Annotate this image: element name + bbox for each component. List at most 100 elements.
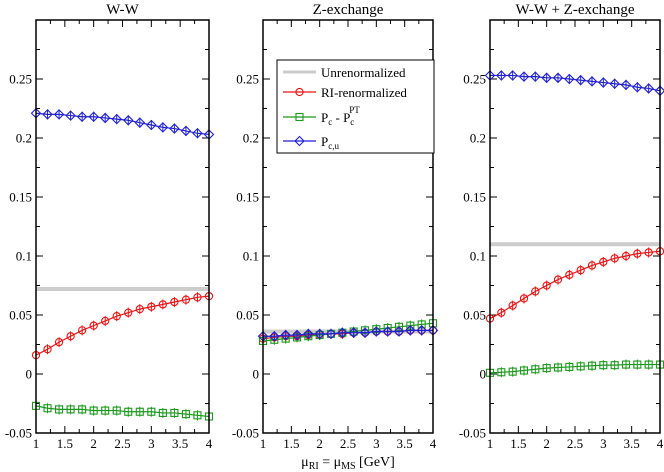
data-point-square: [576, 362, 585, 371]
x-tick-label: 4: [430, 436, 437, 451]
y-tick-label: 0.1: [16, 249, 32, 264]
x-tick-label: 3.5: [624, 436, 640, 451]
data-point-circle: [610, 254, 619, 263]
data-point-circle: [599, 257, 608, 267]
data-point-diamond: [122, 115, 134, 126]
y-tick-label: -0.05: [459, 426, 486, 441]
data-point-diamond: [146, 119, 157, 131]
data-point-diamond: [76, 111, 88, 123]
data-point-square: [158, 408, 167, 417]
data-point-square: [553, 363, 563, 372]
data-point-circle: [147, 302, 156, 311]
data-point-diamond: [337, 327, 348, 338]
series-pc-u-line: [263, 329, 433, 337]
series-pc-u-line: [35, 112, 210, 136]
x-axis-label-mu: μ: [301, 455, 309, 470]
series-ri-renormalized: [31, 291, 214, 361]
x-axis-label: μRI = μMS [GeV]: [301, 455, 395, 472]
x-tick-label: 3.5: [397, 436, 413, 451]
data-point-circle: [565, 270, 574, 280]
data-point-diamond: [42, 109, 53, 120]
series-pc-pc-pt-line: [35, 405, 210, 418]
legend-pc-sub: c: [328, 117, 332, 127]
data-point-diamond: [518, 71, 530, 82]
data-point-diamond: [53, 109, 65, 120]
y-tick-label: 0.15: [9, 190, 32, 205]
data-point-square: [633, 360, 642, 369]
data-point-square: [43, 404, 52, 413]
panel-w-w-frame: [35, 19, 210, 434]
data-point-square: [193, 411, 202, 420]
data-point-circle: [193, 293, 202, 302]
legend-pc-main: P: [321, 110, 328, 125]
x-tick-label: 2.5: [340, 436, 356, 451]
legend-entry-pcu: Pc,u: [283, 134, 339, 151]
legend-label-ri-renormalized: RI-renormalized: [321, 85, 407, 100]
x-tick-label: 3: [148, 436, 155, 451]
data-point-square: [181, 410, 190, 419]
data-point-square: [497, 368, 506, 377]
x-tick-label: 1: [33, 436, 40, 451]
x-tick-label: 1: [487, 436, 494, 451]
legend-box: [276, 59, 435, 154]
y-tick-label: 0.15: [236, 190, 259, 205]
data-point-circle: [124, 308, 133, 317]
x-tick-label: 1.5: [57, 436, 73, 451]
legend-pcu-sub: c,u: [328, 141, 339, 151]
data-point-diamond: [393, 326, 405, 337]
data-point-diamond: [405, 325, 416, 336]
y-tick-label: 0.1: [243, 249, 259, 264]
data-point-circle: [497, 308, 506, 317]
data-point-square: [519, 366, 529, 375]
y-tick-label: 0.25: [463, 72, 486, 87]
legend-label-pc-minus-pcpt: Pc - Pc PT: [321, 105, 360, 127]
panel-z-exchange-title: Z-exchange: [313, 2, 384, 18]
data-point-diamond: [416, 325, 427, 336]
data-point-diamond: [496, 70, 507, 81]
data-point-diamond: [586, 76, 598, 87]
legend-pcpt-sub: c: [350, 117, 354, 127]
data-point-diamond: [609, 78, 620, 89]
data-point-diamond: [598, 77, 609, 88]
panel-w-w: W-W -0.05 0 0.05 0.1 0.15 0.2 0.25 1 1.5 2 2.5 3 3.5 4: [5, 2, 215, 451]
data-point-square: [587, 361, 597, 370]
data-point-diamond: [325, 328, 337, 340]
data-point-circle: [158, 300, 168, 309]
data-point-square: [135, 407, 144, 416]
data-point-diamond: [180, 125, 192, 137]
legend-pcpt-sup: PT: [349, 105, 360, 115]
data-point-diamond: [575, 74, 586, 86]
data-point-diamond: [303, 328, 314, 340]
data-point-circle: [43, 345, 52, 354]
data-point-diamond: [552, 72, 564, 84]
data-point-circle: [633, 249, 642, 258]
data-point-circle: [181, 295, 191, 304]
data-point-square: [66, 405, 75, 414]
series-pc-pc-pt-line: [489, 363, 660, 374]
data-point-circle: [553, 275, 563, 284]
x-tick-label: 2: [90, 436, 97, 451]
y-tick-label: -0.05: [232, 426, 259, 441]
x-tick-label: 1: [260, 436, 267, 451]
series-ri-renormalized-line: [489, 250, 661, 320]
panels-layer: W-W -0.05 0 0.05 0.1 0.15 0.2 0.25 1 1.5 2 2.5 3 3.5 4…: [5, 2, 664, 451]
data-point-circle: [89, 321, 98, 330]
data-point-square: [621, 360, 631, 369]
y-tick-label: 0.1: [470, 249, 486, 264]
panel-w-w-z-exchange-title: W-W + Z-exchange: [516, 2, 635, 18]
y-tick-label: 0: [253, 367, 260, 382]
data-point-square: [644, 360, 653, 369]
data-point-diamond: [314, 328, 325, 340]
x-tick-label: 2: [316, 436, 323, 451]
data-point-circle: [66, 332, 75, 341]
data-point-diamond: [541, 72, 552, 84]
x-axis-label-eq: = μ: [319, 455, 341, 470]
data-point-circle: [576, 266, 585, 275]
legend-label-pcu: Pc,u: [321, 134, 339, 151]
series-pc-pc-pt: [485, 359, 664, 378]
data-point-square: [124, 407, 133, 416]
legend-label-unrenormalized: Unrenormalized: [321, 65, 406, 80]
data-point-diamond: [65, 110, 76, 121]
panel-w-w-z-exchange-frame: [489, 19, 661, 434]
data-point-diamond: [530, 71, 541, 82]
